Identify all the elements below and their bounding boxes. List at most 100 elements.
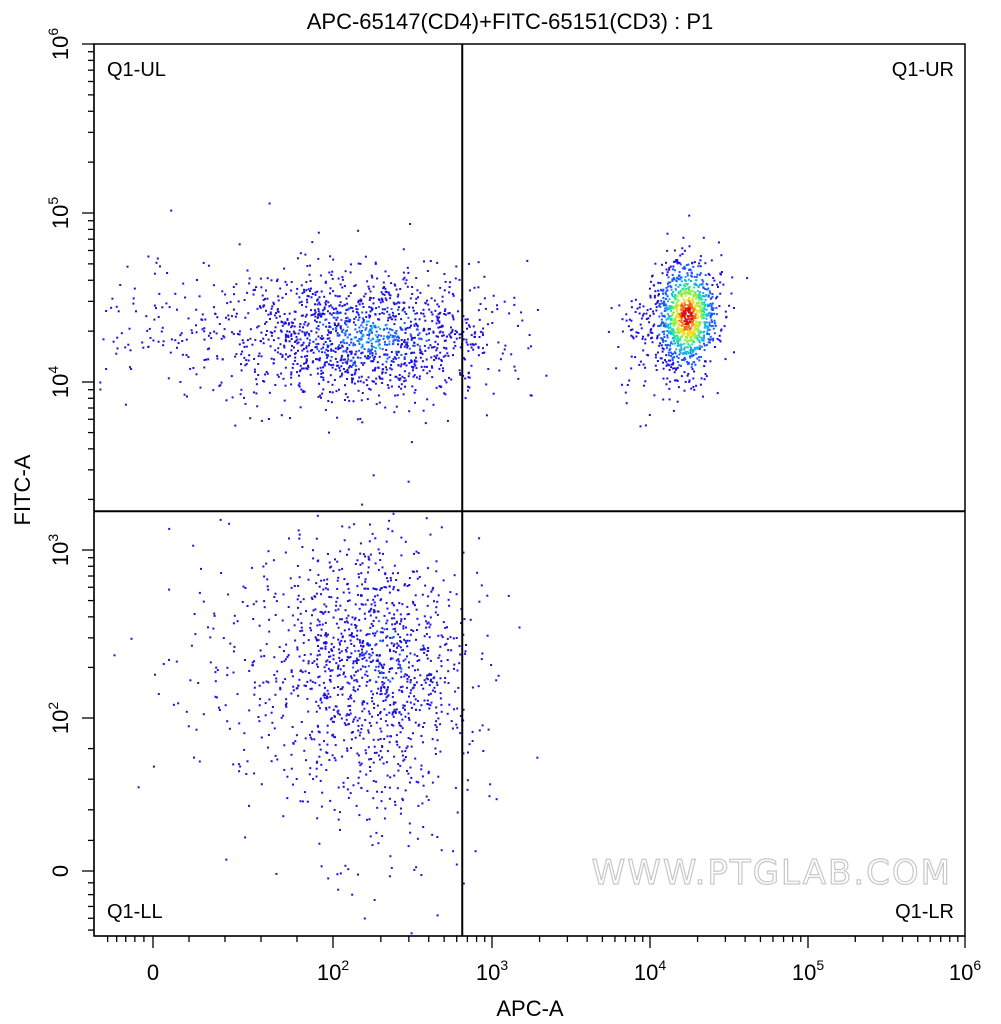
event-dot — [154, 673, 156, 676]
event-dot — [728, 304, 731, 307]
event-dot — [689, 268, 692, 271]
event-dot — [198, 760, 201, 763]
event-dot — [446, 626, 448, 629]
event-dot — [690, 353, 693, 356]
event-dot — [268, 698, 271, 701]
event-dot — [354, 369, 357, 372]
event-dot — [419, 648, 422, 651]
event-dot — [367, 350, 370, 353]
event-dot — [270, 760, 273, 763]
event-dot — [390, 667, 393, 670]
event-dot — [329, 675, 332, 677]
event-dot — [700, 336, 703, 339]
event-dot — [678, 364, 681, 367]
event-dot — [284, 340, 287, 343]
event-dot — [342, 591, 345, 594]
event-dot — [337, 818, 340, 821]
event-dot — [316, 760, 319, 763]
event-dot — [319, 647, 322, 650]
event-dot — [307, 288, 310, 291]
event-dot — [687, 287, 690, 290]
event-dot — [661, 350, 664, 353]
event-dot — [376, 594, 379, 597]
event-dot — [301, 671, 304, 674]
event-dot — [307, 660, 310, 663]
event-dot — [374, 632, 377, 635]
event-dot — [379, 750, 382, 753]
event-dot — [378, 662, 381, 665]
event-dot — [419, 351, 422, 354]
event-dot — [341, 354, 343, 357]
event-dot — [733, 351, 735, 354]
event-dot — [364, 719, 367, 721]
event-dot — [453, 667, 455, 670]
event-dot — [376, 361, 379, 364]
event-dot — [279, 686, 282, 689]
event-dot — [422, 329, 425, 332]
event-dot — [286, 318, 289, 321]
event-dot — [670, 286, 673, 289]
event-dot — [356, 585, 359, 588]
event-dot — [668, 268, 671, 271]
event-dot — [297, 332, 300, 335]
event-dot — [403, 584, 406, 587]
event-dot — [688, 214, 691, 217]
event-dot — [350, 623, 353, 626]
event-dot — [345, 317, 348, 320]
event-dot — [304, 321, 307, 323]
event-dot — [415, 356, 417, 359]
event-dot — [237, 300, 240, 303]
event-dot — [704, 298, 707, 301]
event-dot — [375, 377, 378, 380]
event-dot — [520, 311, 523, 314]
event-dot — [406, 605, 409, 608]
event-dot — [668, 315, 670, 318]
event-dot — [491, 311, 494, 313]
event-dot — [687, 326, 690, 329]
event-dot — [370, 758, 373, 760]
event-dot — [324, 281, 327, 284]
event-dot — [344, 322, 347, 325]
event-dot — [472, 348, 475, 351]
event-dot — [403, 363, 406, 366]
event-dot — [331, 754, 334, 757]
event-dot — [305, 367, 308, 370]
event-dot — [369, 609, 372, 612]
event-dot — [672, 328, 675, 331]
event-dot — [436, 316, 439, 319]
event-dot — [702, 395, 704, 398]
event-dot — [423, 615, 426, 618]
event-dot — [262, 305, 265, 308]
event-dot — [669, 265, 672, 268]
event-dot — [378, 552, 381, 555]
event-dot — [374, 537, 377, 540]
event-dot — [435, 349, 438, 352]
event-dot — [413, 868, 416, 871]
event-dot — [361, 421, 364, 424]
event-dot — [666, 232, 669, 235]
event-dot — [694, 317, 697, 320]
event-dot — [646, 309, 649, 312]
event-dot — [361, 321, 364, 324]
event-dot — [405, 626, 407, 629]
event-dot — [703, 311, 706, 314]
event-dot — [392, 635, 395, 638]
event-dot — [691, 315, 694, 318]
event-dot — [688, 305, 691, 307]
event-dot — [286, 330, 289, 333]
event-dot — [283, 399, 286, 402]
event-dot — [396, 646, 398, 649]
event-dot — [666, 282, 669, 285]
event-dot — [671, 293, 674, 296]
event-dot — [698, 341, 701, 344]
event-dot — [374, 340, 377, 343]
event-dot — [296, 646, 299, 649]
event-dot — [332, 733, 335, 736]
event-dot — [681, 334, 684, 337]
event-dot — [251, 661, 254, 664]
event-dot — [689, 331, 692, 334]
event-dot — [292, 363, 295, 366]
event-dot — [424, 349, 427, 352]
event-dot — [287, 629, 290, 632]
event-dot — [195, 324, 197, 327]
